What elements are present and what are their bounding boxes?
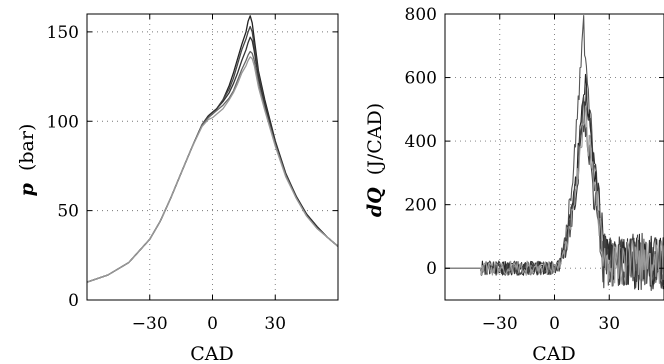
left-y-axis-label: p (bar) <box>16 124 38 197</box>
left-y-tick-label: 50 <box>57 202 79 222</box>
left-x-tick-label: 30 <box>264 314 286 334</box>
right-y-axis-label-symbol: dQ <box>364 187 386 217</box>
left-y-axis-label-symbol: p <box>16 182 38 196</box>
right-y-axis-label: dQ (J/CAD) <box>364 103 386 217</box>
right-y-tick-label: 0 <box>426 259 437 279</box>
right-x-tick-label: 0 <box>549 314 560 334</box>
left-x-tick-label: 0 <box>207 314 218 334</box>
right-y-tick-label: 400 <box>405 132 437 152</box>
left-x-tick-labels: −30 0 30 <box>132 314 286 334</box>
left-plot-frame <box>86 13 339 301</box>
left-y-tick-label: 0 <box>68 291 79 311</box>
right-plot-frame <box>444 13 664 301</box>
right-x-tick-label: 30 <box>598 314 620 334</box>
right-series-line-4 <box>445 105 664 287</box>
left-y-tick-label: 100 <box>47 112 79 132</box>
left-x-tick-label: −30 <box>132 314 168 334</box>
right-y-tick-label: 200 <box>405 196 437 216</box>
right-y-tick-label: 600 <box>405 69 437 89</box>
right-series <box>445 15 664 292</box>
left-series-line-3 <box>86 50 339 283</box>
left-y-tick-labels: 0 50 100 150 <box>47 23 79 311</box>
right-y-axis-label-unit: (J/CAD) <box>364 103 386 175</box>
left-tick-marks <box>87 14 338 301</box>
right-x-axis-label: CAD <box>532 343 576 364</box>
right-x-tick-label: −30 <box>482 314 518 334</box>
right-y-tick-labels: 0 200 400 600 800 <box>405 5 437 279</box>
left-series <box>86 15 339 283</box>
left-y-tick-label: 150 <box>47 23 79 43</box>
right-y-tick-label: 800 <box>405 5 437 25</box>
left-x-axis-label: CAD <box>190 343 234 364</box>
left-series-line-4 <box>86 56 339 283</box>
left-series-line-0 <box>86 15 339 283</box>
left-panel: −30 0 30 0 50 100 150 CAD p (bar) <box>16 13 339 364</box>
left-y-axis-label-unit: (bar) <box>16 124 38 171</box>
right-panel: −30 0 30 0 200 400 600 800 CAD dQ (J/CAD) <box>364 5 664 364</box>
left-gridlines <box>87 14 338 300</box>
right-x-tick-labels: −30 0 30 <box>482 314 620 334</box>
